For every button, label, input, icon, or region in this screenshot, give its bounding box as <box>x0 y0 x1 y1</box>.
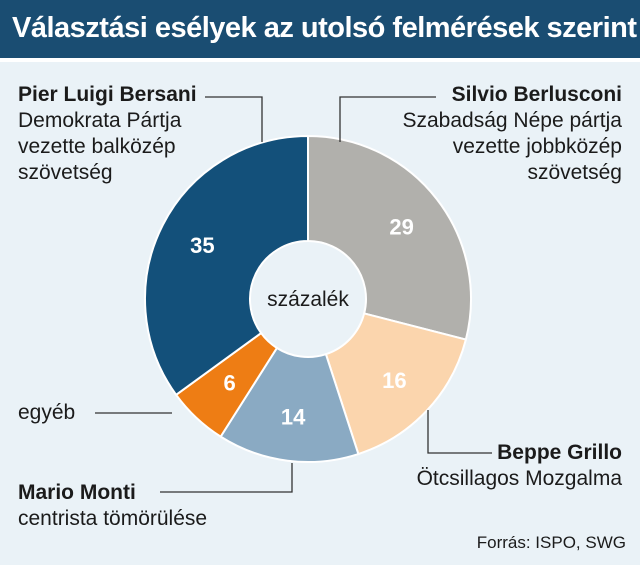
label-grillo-name: Beppe Grillo <box>497 441 622 464</box>
label-berlusconi-desc-2: vezette jobbközép <box>452 135 622 158</box>
label-bersani-desc-1: Demokrata Pártja <box>18 109 182 132</box>
chart-title: Választási esélyek az utolsó felmérések … <box>12 12 637 44</box>
label-bersani-name: Pier Luigi Bersani <box>18 83 197 106</box>
slice-grillo <box>324 312 468 456</box>
label-monti-name: Mario Monti <box>18 481 136 504</box>
label-berlusconi-desc-1: Szabadság Népe pártja <box>402 109 623 132</box>
leader-berlusconi <box>339 96 436 142</box>
label-grillo-desc-1: Ötcsillagos Mozgalma <box>416 467 622 490</box>
label-bersani-desc-2: vezette balközép <box>18 135 176 158</box>
label-berlusconi: Silvio Berlusconi Szabadság Népe pártja … <box>403 82 623 186</box>
label-grillo: Beppe Grillo Ötcsillagos Mozgalma <box>417 440 622 492</box>
label-other-name: egyéb <box>18 401 76 424</box>
label-bersani: Pier Luigi Bersani Demokrata Pártja veze… <box>18 82 197 186</box>
value-label-grillo: 16 <box>382 368 406 393</box>
slice-bersani <box>144 134 309 397</box>
leader-monti <box>160 463 293 493</box>
value-label-bersani: 35 <box>190 233 214 258</box>
label-berlusconi-desc-3: szövetség <box>527 161 622 184</box>
source-note: Forrás: ISPO, SWG <box>476 533 626 552</box>
value-label-berlusconi: 29 <box>389 214 413 239</box>
label-bersani-desc-3: szövetség <box>18 161 113 184</box>
leader-bersani <box>205 96 263 142</box>
slice-berlusconi <box>307 134 472 341</box>
label-berlusconi-name: Silvio Berlusconi <box>451 83 622 106</box>
label-monti: Mario Monti centrista tömörülése <box>18 480 207 532</box>
leader-grillo <box>427 410 492 454</box>
center-label: százalék <box>267 288 349 311</box>
value-label-monti: 14 <box>281 405 306 430</box>
header-bar: Választási esélyek az utolsó felmérések … <box>0 0 640 62</box>
value-label-other: 6 <box>223 370 235 395</box>
label-other: egyéb <box>18 400 75 426</box>
label-monti-desc-1: centrista tömörülése <box>18 507 208 530</box>
slice-monti <box>219 346 360 463</box>
